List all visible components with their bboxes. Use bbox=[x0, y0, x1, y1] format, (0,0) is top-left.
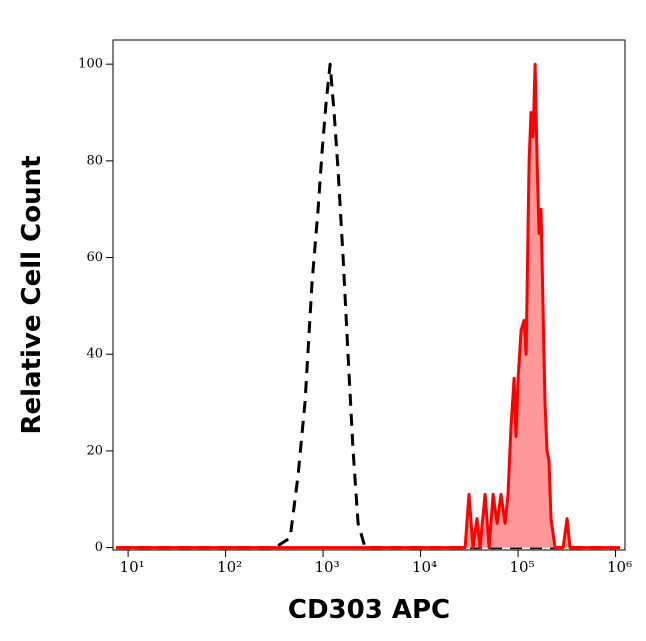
x-tick-label: 10⁶ bbox=[607, 558, 632, 576]
x-tick-label: 10¹ bbox=[120, 558, 145, 576]
x-tick-label: 10⁵ bbox=[510, 558, 535, 576]
y-tick-label: 40 bbox=[86, 347, 103, 362]
histogram-line bbox=[115, 62, 620, 550]
x-tick-label: 10⁴ bbox=[412, 558, 437, 576]
x-tick-label: 10³ bbox=[315, 558, 340, 576]
y-tick-label: 100 bbox=[78, 57, 103, 72]
y-tick-label: 0 bbox=[95, 540, 103, 555]
x-axis-title: CD303 APC bbox=[288, 595, 450, 625]
histogram-line bbox=[118, 62, 616, 550]
x-tick-label: 10² bbox=[217, 558, 242, 576]
y-tick-label: 60 bbox=[86, 250, 103, 265]
y-tick-label: 80 bbox=[86, 153, 103, 168]
y-axis-title: Relative Cell Count bbox=[17, 155, 47, 434]
plot-area bbox=[115, 62, 621, 550]
plot-frame bbox=[112, 39, 626, 551]
y-tick-label: 20 bbox=[86, 443, 103, 458]
